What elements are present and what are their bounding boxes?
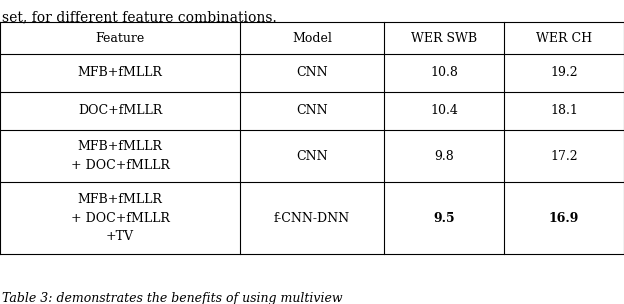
Text: 16.9: 16.9 (549, 212, 579, 224)
Text: WER SWB: WER SWB (411, 32, 477, 44)
Text: DOC+fMLLR: DOC+fMLLR (78, 105, 162, 118)
Text: MFB+fMLLR: MFB+fMLLR (77, 140, 163, 153)
Text: WER CH: WER CH (536, 32, 592, 44)
Text: CNN: CNN (296, 105, 328, 118)
Text: 17.2: 17.2 (550, 150, 578, 163)
Text: 10.8: 10.8 (430, 67, 458, 80)
Text: CNN: CNN (296, 150, 328, 163)
Text: CNN: CNN (296, 67, 328, 80)
Text: Feature: Feature (95, 32, 145, 44)
Text: 18.1: 18.1 (550, 105, 578, 118)
Text: 19.2: 19.2 (550, 67, 578, 80)
Text: +TV: +TV (106, 230, 134, 244)
Text: Model: Model (292, 32, 332, 44)
Text: + DOC+fMLLR: + DOC+fMLLR (71, 159, 170, 172)
Text: 9.8: 9.8 (434, 150, 454, 163)
Text: set, for different feature combinations.: set, for different feature combinations. (2, 10, 277, 24)
Text: MFB+fMLLR: MFB+fMLLR (77, 192, 163, 206)
Text: 9.5: 9.5 (433, 212, 455, 224)
Text: 10.4: 10.4 (430, 105, 458, 118)
Text: + DOC+fMLLR: + DOC+fMLLR (71, 212, 170, 224)
Text: f-CNN-DNN: f-CNN-DNN (274, 212, 350, 224)
Text: Table 3: demonstrates the benefits of using multiview: Table 3: demonstrates the benefits of us… (2, 292, 343, 304)
Text: MFB+fMLLR: MFB+fMLLR (77, 67, 163, 80)
